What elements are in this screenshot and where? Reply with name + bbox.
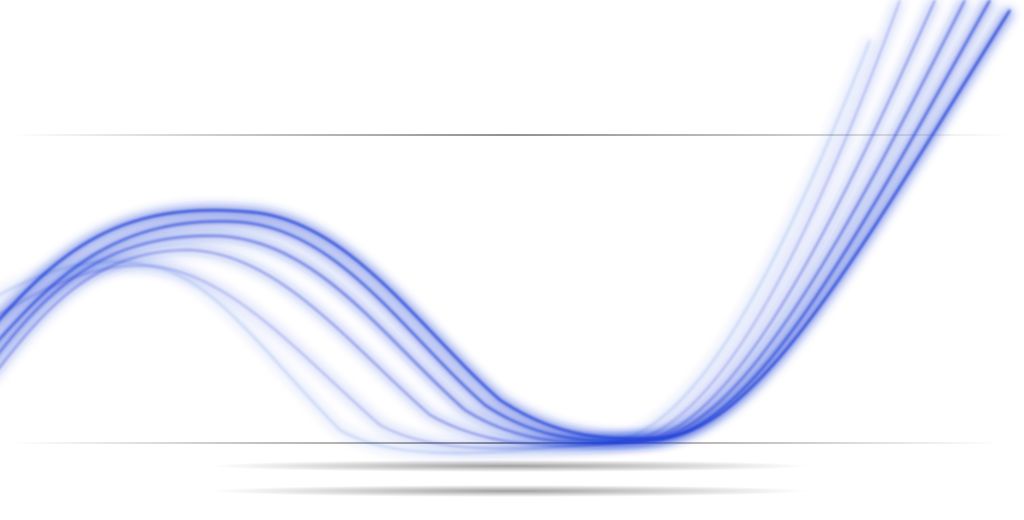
wave-strands-group bbox=[0, 0, 1014, 458]
wave-strand-1 bbox=[0, 9, 1011, 440]
wave-strand-3 bbox=[0, 0, 966, 444]
wave-strand-2 bbox=[0, 0, 991, 442]
wave-strand-6 bbox=[0, 39, 871, 454]
floor-shadow-upper bbox=[210, 460, 810, 472]
floor-shadow-lower bbox=[210, 485, 810, 497]
top-divider-line bbox=[10, 134, 1010, 136]
